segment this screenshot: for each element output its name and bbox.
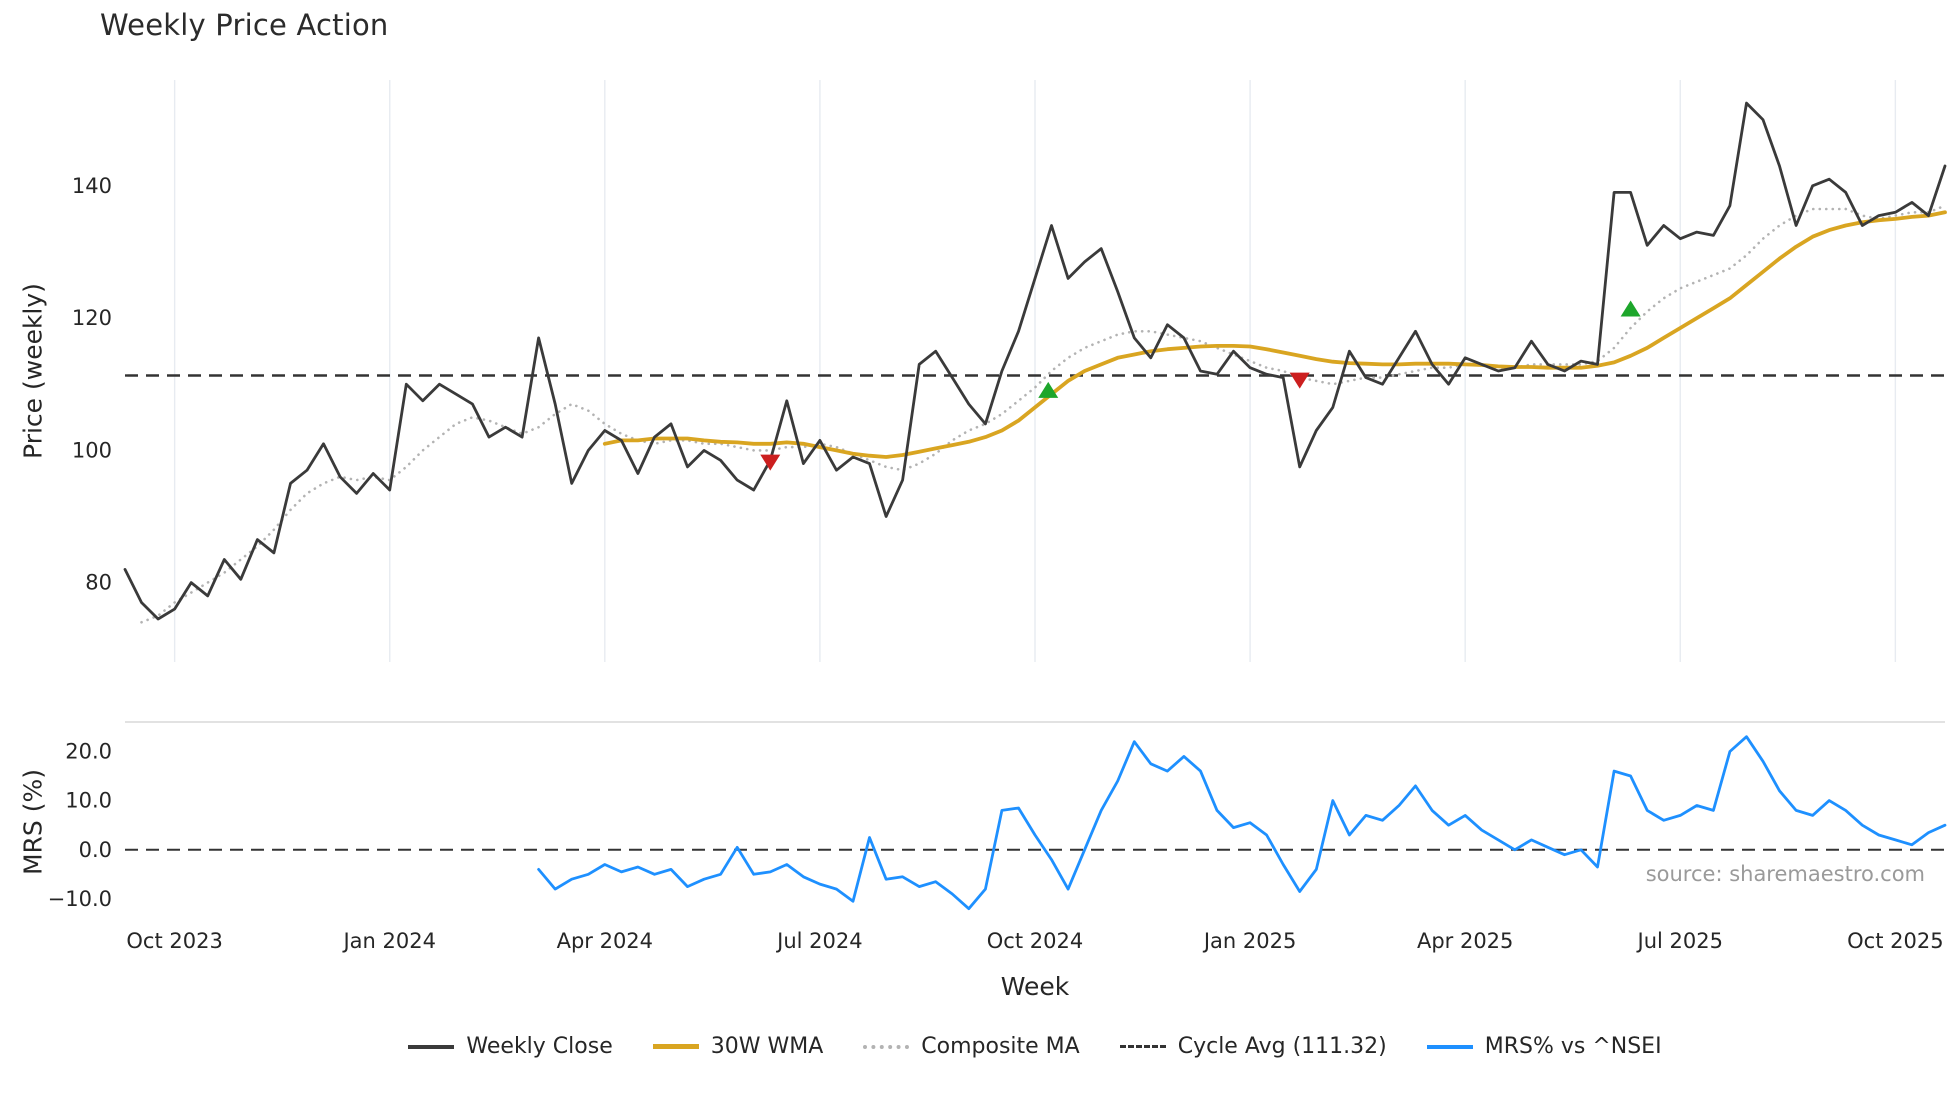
legend-item-weekly-close: Weekly Close: [408, 1034, 613, 1059]
price-tick-label: 120: [72, 306, 112, 330]
x-tick-label: Oct 2024: [987, 929, 1083, 953]
weekly-close-line: [123, 101, 1947, 621]
legend-item-mrs: MRS% vs ^NSEI: [1426, 1034, 1662, 1059]
x-tick-label: Jul 2025: [1636, 929, 1723, 953]
x-tick-label: Jan 2025: [1202, 929, 1297, 953]
chart-legend: Weekly Close 30W WMA Composite MA Cycle …: [125, 1034, 1945, 1059]
legend-item-cycle-avg: Cycle Avg (111.32): [1119, 1034, 1387, 1059]
mrs-tick-label: −10.0: [48, 887, 112, 911]
legend-label: Weekly Close: [466, 1034, 613, 1059]
mrs-tick-label: 0.0: [79, 838, 112, 862]
source-note: source: sharemaestro.com: [1645, 862, 1925, 886]
wma-line: [602, 210, 1947, 459]
composite-ma-swatch-icon: [863, 1044, 910, 1049]
x-axis-label: Week: [1000, 972, 1070, 1001]
price-tick-label: 100: [72, 438, 112, 462]
mrs-line: [537, 735, 1947, 911]
legend-label: Composite MA: [921, 1034, 1080, 1059]
chart-title: Weekly Price Action: [100, 8, 389, 42]
mrs-axis-label: MRS (%): [18, 768, 48, 876]
x-tick-label: Oct 2025: [1847, 929, 1943, 953]
legend-label: Cycle Avg (111.32): [1177, 1034, 1387, 1059]
legend-item-composite-ma: Composite MA: [863, 1034, 1080, 1059]
buy-signal-marker: [1038, 381, 1059, 398]
sell-signal-marker: [1289, 372, 1310, 389]
mrs-line-swatch-icon: [1426, 1044, 1473, 1049]
price-tick-label: 80: [85, 571, 112, 595]
mrs-tick-label: 10.0: [65, 789, 112, 813]
weekly-close-line-swatch-icon: [408, 1044, 455, 1049]
x-tick-label: Apr 2024: [557, 929, 653, 953]
x-tick-label: Apr 2025: [1417, 929, 1513, 953]
composite-ma-line: [140, 204, 1947, 624]
legend-label: MRS% vs ^NSEI: [1484, 1034, 1662, 1059]
legend-item-30w-wma: 30W WMA: [652, 1034, 824, 1059]
mrs-tick-label: 20.0: [65, 739, 112, 763]
price-tick-label: 140: [72, 174, 112, 198]
cycle-avg-swatch-icon: [1119, 1045, 1166, 1048]
wma-line-swatch-icon: [652, 1044, 699, 1049]
x-tick-label: Jan 2024: [341, 929, 436, 953]
sell-signal-marker: [760, 454, 781, 471]
legend-label: 30W WMA: [710, 1034, 824, 1059]
x-tick-label: Jul 2024: [775, 929, 862, 953]
x-tick-label: Oct 2023: [126, 929, 222, 953]
price-axis-label: Price (weekly): [18, 283, 48, 459]
buy-signal-marker: [1620, 300, 1641, 317]
